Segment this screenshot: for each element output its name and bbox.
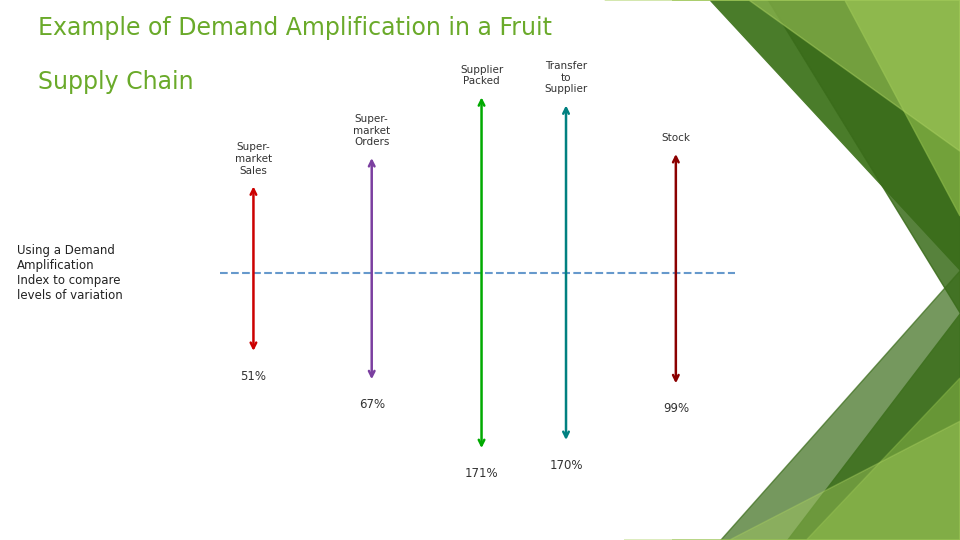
Text: Example of Demand Amplification in a Fruit: Example of Demand Amplification in a Fru… [38,16,552,40]
Text: 99%: 99% [662,402,689,415]
Text: 171%: 171% [465,467,498,480]
Text: 51%: 51% [240,370,267,383]
Text: Supplier
Packed: Supplier Packed [460,65,503,86]
Text: Super-
market
Sales: Super- market Sales [235,143,272,176]
Text: Super-
market
Orders: Super- market Orders [353,114,391,147]
Text: Supply Chain: Supply Chain [38,70,194,94]
Text: Using a Demand
Amplification
Index to compare
levels of variation: Using a Demand Amplification Index to co… [17,244,123,302]
Text: 67%: 67% [359,399,385,411]
Text: Stock: Stock [661,133,690,143]
Text: 170%: 170% [549,459,583,472]
Text: Transfer
to
Supplier: Transfer to Supplier [544,62,588,94]
